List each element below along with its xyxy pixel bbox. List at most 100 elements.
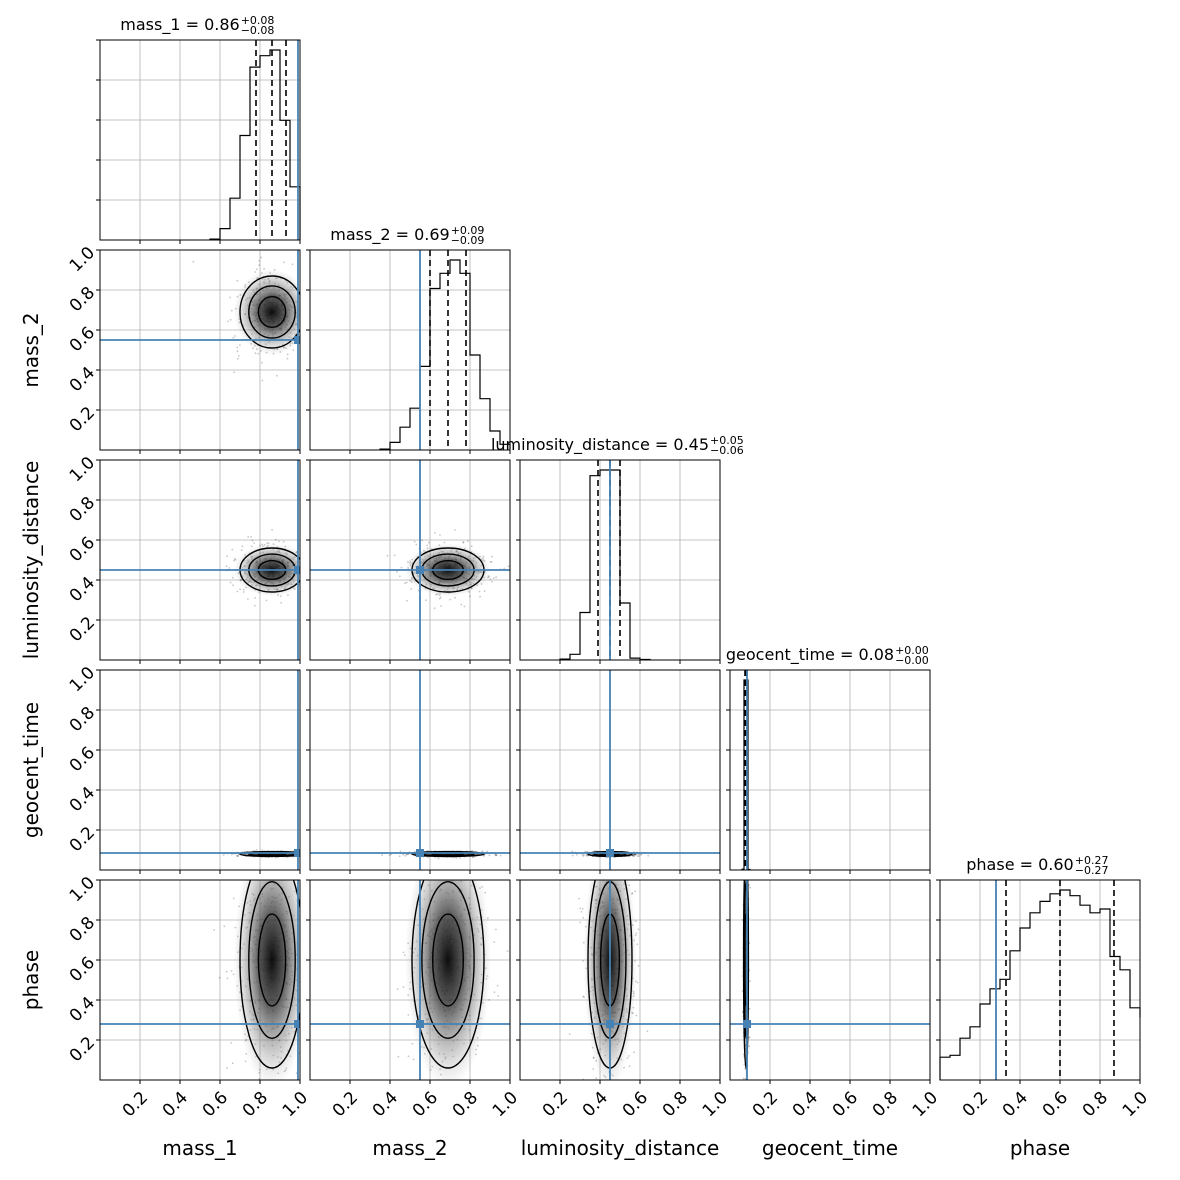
joint-geocent-time-vs-mass-1-sample-point (305, 854, 307, 856)
joint-phase-vs-mass-1-sample-point (302, 1057, 304, 1059)
joint-phase-vs-geocent-time-xtick-label: 1.0 (909, 1088, 942, 1121)
joint-luminosity-distance-vs-mass-1-sample-point (228, 567, 231, 569)
joint-luminosity-distance-vs-mass-1-ytick-label: 0.2 (66, 613, 99, 646)
hist-phase-title: phase = 0.60 (966, 855, 1073, 874)
joint-luminosity-distance-vs-mass-1-sample-point (287, 594, 289, 596)
joint-phase-vs-geocent-time-sample-point (748, 884, 750, 886)
joint-phase-vs-mass-2-sample-point (397, 1055, 400, 1058)
joint-phase-vs-luminosity-distance-sample-point (579, 921, 582, 924)
joint-geocent-time-vs-mass-2-sample-point (471, 849, 473, 852)
joint-phase-vs-mass-2-sample-point (493, 941, 495, 943)
joint-phase-vs-mass-1-sample-point (223, 925, 226, 928)
joint-luminosity-distance-vs-mass-2-frame (309, 459, 511, 661)
joint-phase-vs-mass-1-sample-point (230, 1042, 233, 1044)
hist-phase-step (939, 889, 1141, 1080)
hist-phase-xtick-label: 1.0 (1119, 1088, 1152, 1121)
joint-luminosity-distance-vs-mass-1-truth-marker (294, 566, 300, 574)
joint-phase-vs-mass-1-sample-point (266, 874, 268, 876)
hist-phase-title-label: phase = 0.60 (966, 855, 1073, 874)
joint-geocent-time-vs-mass-1-ytick-label: 0.8 (66, 703, 99, 736)
joint-geocent-time-vs-mass-1-sample-point (304, 853, 306, 855)
joint-phase-vs-luminosity-distance-sample-point (580, 910, 583, 913)
joint-phase-vs-geocent-time-sample-point (747, 1086, 749, 1088)
joint-luminosity-distance-vs-mass-2-sample-point (491, 580, 493, 583)
joint-mass-2-vs-mass-1-sample-point (232, 336, 235, 339)
joint-phase-vs-geocent-time-sample-point (746, 1087, 748, 1089)
joint-phase-vs-luminosity-distance-sample-point (627, 1087, 629, 1089)
joint-phase-vs-mass-1-xtick-label: 0.6 (199, 1088, 232, 1121)
joint-luminosity-distance-vs-mass-2-sample-point (492, 577, 495, 579)
joint-phase-vs-mass-1-sample-point (306, 909, 308, 911)
joint-luminosity-distance-vs-mass-1-sample-point (236, 590, 239, 593)
joint-luminosity-distance-vs-mass-2-sample-point (433, 607, 436, 610)
joint-geocent-time-vs-luminosity-distance-sample-point (575, 853, 578, 856)
joint-phase-vs-luminosity-distance-sample-point (615, 874, 617, 876)
joint-phase-vs-mass-1-sample-point (302, 978, 304, 980)
joint-phase-vs-mass-1-sample-point (226, 977, 229, 980)
joint-luminosity-distance-vs-mass-2-sample-point (425, 599, 427, 602)
joint-phase-vs-mass-2-sample-point (477, 878, 479, 880)
joint-phase-vs-luminosity-distance-sample-point (627, 1055, 630, 1057)
joint-luminosity-distance-vs-mass-1-sample-point (247, 536, 250, 538)
hist-phase-xtick-label: 0.8 (1079, 1088, 1112, 1121)
joint-luminosity-distance-vs-mass-2-sample-point (479, 595, 481, 598)
joint-phase-vs-mass-1-sample-point (306, 883, 308, 885)
joint-phase-vs-geocent-time-sample-point (747, 873, 749, 875)
joint-mass-2-vs-mass-1-sample-point (301, 309, 303, 311)
joint-phase-vs-geocent-time-sample-point (749, 886, 752, 889)
joint-phase-vs-geocent-time-sample-point (744, 1090, 746, 1092)
joint-geocent-time-vs-luminosity-distance-sample-point (640, 854, 642, 856)
joint-phase-vs-luminosity-distance-xtick-label: 0.4 (579, 1088, 612, 1121)
joint-geocent-time-vs-luminosity-distance-sample-point (636, 855, 639, 857)
joint-luminosity-distance-vs-mass-2-sample-point (410, 588, 413, 590)
joint-geocent-time-vs-mass-1-sample-point (304, 855, 306, 857)
joint-phase-vs-geocent-time-sample-point (746, 1092, 748, 1094)
joint-luminosity-distance-vs-mass-2-sample-point (490, 561, 493, 563)
joint-geocent-time-vs-mass-2-sample-point (472, 856, 475, 859)
joint-geocent-time-vs-mass-1-panel: 0.2 0.4 0.6 0.8 1.0 geocent_time (19, 663, 307, 874)
joint-luminosity-distance-vs-mass-1-sample-point (305, 584, 307, 586)
joint-phase-vs-luminosity-distance-sample-point (598, 1131, 600, 1133)
joint-luminosity-distance-vs-mass-1-sample-point (301, 583, 303, 585)
joint-geocent-time-vs-mass-1-ytick-label: 0.4 (66, 783, 99, 816)
joint-geocent-time-vs-mass-1-sample-point (301, 853, 303, 855)
joint-mass-2-vs-mass-1-sample-point (258, 260, 261, 262)
joint-geocent-time-vs-mass-1-ylabel: geocent_time (19, 702, 43, 838)
joint-luminosity-distance-vs-mass-1-sample-point (247, 598, 249, 600)
joint-phase-vs-luminosity-distance-sample-point (634, 890, 636, 893)
joint-phase-vs-mass-1-sample-point (274, 873, 276, 875)
joint-phase-vs-mass-2-xtick-label: 0.6 (409, 1088, 442, 1121)
joint-phase-vs-geocent-time-sample-point (745, 878, 747, 880)
joint-phase-vs-mass-2-sample-point (430, 1087, 432, 1089)
joint-phase-vs-mass-2-sample-point (470, 871, 472, 873)
joint-luminosity-distance-vs-mass-2-sample-point (440, 605, 442, 607)
hist-mass-1-title-label: mass_1 = 0.86 (120, 15, 239, 35)
joint-phase-vs-luminosity-distance-sample-point (590, 870, 592, 872)
hist-geocent-time-title: geocent_time = 0.08 (726, 645, 894, 665)
joint-phase-vs-mass-1-sample-point (218, 976, 221, 979)
joint-phase-vs-geocent-time-xtick-label: 0.4 (789, 1088, 822, 1121)
joint-phase-vs-mass-2-sample-point (439, 1095, 441, 1097)
joint-phase-vs-luminosity-distance-sample-point (635, 1014, 638, 1017)
joint-phase-vs-mass-1-sample-point (304, 1010, 306, 1012)
joint-phase-vs-geocent-time-sample-point (748, 1007, 751, 1010)
joint-phase-vs-mass-1-ytick-label: 0.2 (66, 1033, 99, 1066)
joint-luminosity-distance-vs-mass-1-panel: 0.2 0.4 0.6 0.8 1.0 luminosity_distance (19, 453, 307, 664)
joint-mass-2-vs-mass-1-sample-point (304, 302, 306, 304)
joint-mass-2-vs-mass-1-sample-point (303, 274, 305, 276)
joint-mass-2-vs-mass-1-sample-point (304, 263, 306, 265)
joint-phase-vs-mass-2-truth-marker (416, 1020, 424, 1028)
joint-luminosity-distance-vs-mass-2-sample-point (434, 532, 436, 534)
joint-mass-2-vs-mass-1-sample-point (302, 319, 304, 321)
joint-luminosity-distance-vs-mass-2-sample-point (483, 590, 486, 592)
joint-luminosity-distance-vs-mass-1-sample-point (226, 555, 229, 558)
joint-phase-vs-mass-1-sample-point (302, 915, 304, 917)
joint-geocent-time-vs-luminosity-distance-sample-point (647, 854, 650, 857)
joint-luminosity-distance-vs-mass-1-sample-point (274, 538, 277, 541)
joint-geocent-time-vs-mass-2-background (310, 670, 510, 870)
joint-luminosity-distance-vs-mass-1-sample-point (280, 601, 283, 604)
joint-phase-vs-geocent-time-sample-point (744, 1107, 746, 1109)
joint-phase-vs-mass-1-sample-point (244, 1060, 247, 1063)
hist-luminosity-distance-step (559, 469, 651, 661)
joint-phase-vs-luminosity-distance-sample-point (582, 916, 585, 919)
